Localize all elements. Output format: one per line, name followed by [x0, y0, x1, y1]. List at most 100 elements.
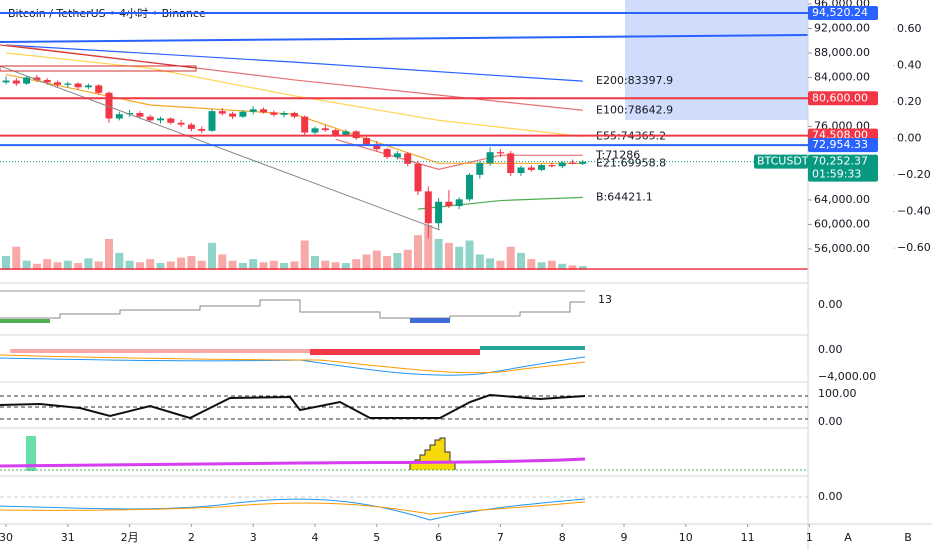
candle-body — [198, 128, 206, 131]
volume-bar — [53, 262, 62, 270]
volume-bar — [465, 240, 474, 270]
candle-body — [23, 77, 31, 84]
trend-line — [0, 34, 809, 43]
line-label: E100:78642.9 — [596, 103, 673, 116]
volume-bar — [12, 246, 21, 270]
indicator-line — [0, 354, 586, 374]
x-tick-label: 3 — [250, 531, 257, 544]
indicator-value: 13 — [598, 293, 612, 306]
candle-body — [54, 82, 61, 85]
volume-bar — [372, 250, 381, 270]
volume-bar — [517, 252, 525, 270]
volume-bar — [177, 257, 186, 270]
volume-bar — [146, 259, 155, 270]
volume-bar — [321, 260, 330, 270]
x-tick-label: 30 — [0, 531, 13, 544]
x-tick-label: 9 — [621, 531, 628, 544]
volume-bar — [568, 265, 577, 270]
volume-bar — [115, 252, 124, 270]
volume-bar — [558, 263, 567, 270]
x-tick-label: 10 — [679, 531, 693, 544]
volume-bar — [383, 256, 392, 270]
volume-bar — [228, 260, 237, 270]
candle-body — [33, 77, 41, 80]
trend-line — [0, 65, 441, 231]
candle-body — [280, 112, 288, 115]
indicator-tick-label: 0.00 — [818, 343, 843, 356]
volume-bar — [105, 238, 113, 270]
candle-body — [404, 153, 412, 164]
candle-body — [424, 191, 432, 224]
indicator-tick-label: 0.00 — [818, 298, 843, 311]
indicator-line — [0, 356, 586, 376]
candle-body — [64, 83, 72, 85]
highlight-zone — [625, 0, 808, 120]
y-tick-label: 84,000.00 — [814, 70, 870, 83]
x-tick-label: 1 — [806, 531, 813, 544]
indicator-tick-label: 100.00 — [818, 387, 857, 400]
x-tick-label: 5 — [373, 531, 380, 544]
symbol-label: BTCUSDT — [757, 155, 809, 168]
y2-tick-label: −0.20 — [897, 168, 931, 181]
candle-body — [218, 111, 226, 114]
indicator-bar — [409, 437, 456, 470]
axis-button[interactable]: A — [844, 531, 852, 544]
candle-body — [332, 130, 340, 136]
indicator-tick-label: 0.00 — [818, 490, 843, 503]
candle-body — [486, 152, 494, 164]
volume-bar — [63, 260, 72, 270]
y2-tick-label: 0.60 — [897, 22, 922, 35]
indicator-line — [0, 501, 586, 515]
volume-bar — [197, 260, 206, 270]
volume-bar — [249, 259, 258, 270]
box — [0, 65, 197, 72]
candle-body — [476, 163, 484, 175]
line-label: E200:83397.9 — [596, 74, 673, 87]
y-tick-label: 60,000.00 — [814, 217, 870, 230]
candle-body — [455, 199, 463, 207]
indicator-line — [417, 196, 583, 210]
x-tick-label: 11 — [741, 531, 755, 544]
price-tag — [808, 138, 878, 153]
indicator-line — [5, 44, 583, 82]
candle-body — [146, 116, 154, 121]
price-tag-label: 94,520.24 — [812, 6, 868, 19]
y2-tick-label: −0.60 — [897, 241, 931, 254]
volume-bar — [486, 258, 495, 270]
indicator-bar — [26, 436, 36, 471]
volume-bar — [125, 260, 134, 270]
price-tag — [808, 154, 878, 182]
indicator-bar — [0, 319, 50, 323]
volume-bar — [331, 262, 340, 270]
candle-body — [445, 201, 453, 207]
price-tag-label: 72,954.33 — [812, 138, 868, 151]
candle-body — [177, 122, 185, 125]
x-tick-label: 6 — [435, 531, 442, 544]
volume-bar — [32, 263, 41, 270]
x-tick-label: 8 — [559, 531, 566, 544]
candle-body — [393, 153, 401, 158]
candle-body — [95, 85, 103, 93]
plot — [2, 44, 587, 270]
volume-bar — [290, 261, 299, 270]
axis-button[interactable]: B — [904, 531, 912, 544]
candle-body — [538, 165, 546, 170]
volume-bar — [578, 266, 587, 270]
x-tick-label: 2月 — [121, 531, 139, 544]
line-label: T:71286 — [595, 148, 640, 161]
candle-body — [579, 161, 587, 164]
countdown: 01:59:33 — [812, 168, 861, 181]
candle-body — [527, 167, 535, 170]
candle-body — [414, 163, 422, 192]
volume-bar — [300, 240, 309, 270]
indicator-line — [0, 299, 585, 319]
volume-bar — [135, 262, 144, 270]
volume-bar — [22, 260, 31, 270]
candle-body — [187, 124, 195, 129]
line-label: B:64421.1 — [596, 190, 653, 203]
volume-bar — [506, 246, 515, 270]
candle-body — [229, 113, 237, 117]
volume-bar — [84, 258, 93, 270]
y-tick-label: 56,000.00 — [814, 242, 870, 255]
